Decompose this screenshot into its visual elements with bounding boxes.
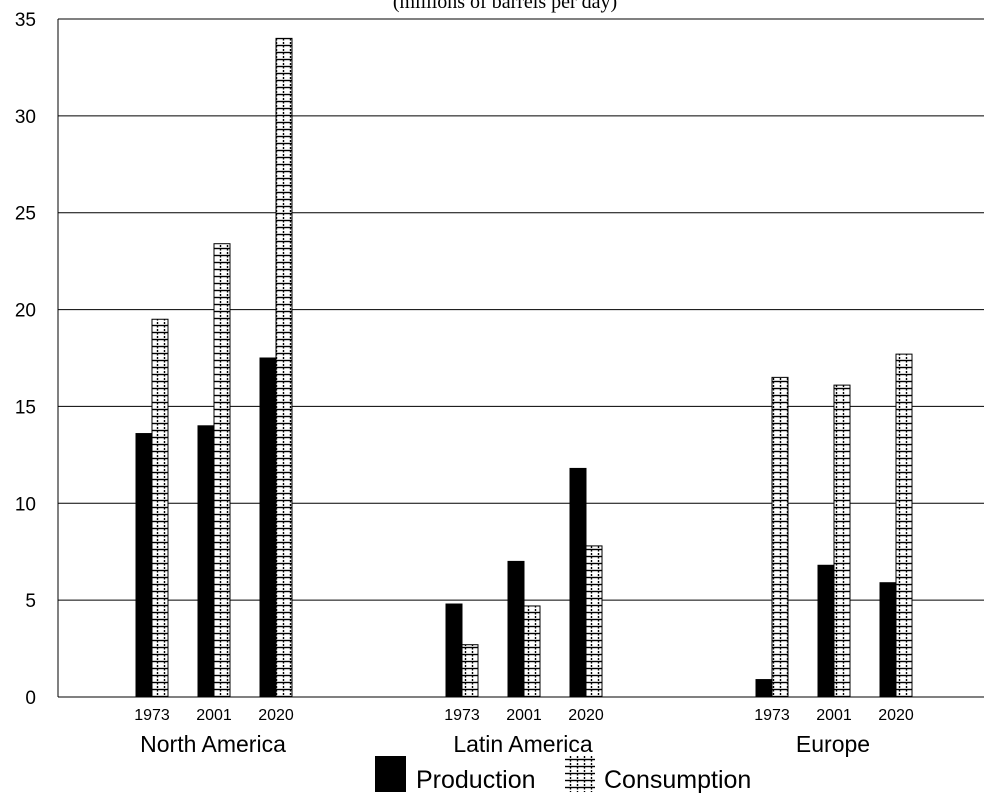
legend-label-consumption: Consumption <box>604 766 751 794</box>
bar-production-latin-america-2020 <box>569 467 587 698</box>
bar-consumption-latin-america-1973 <box>461 644 479 698</box>
y-tick-label: 30 <box>15 107 36 128</box>
bar-production-north-america-1973 <box>135 433 153 698</box>
bar-consumption-north-america-1973 <box>151 318 169 698</box>
year-tick-label: 2001 <box>506 707 542 724</box>
bar-consumption-north-america-2001 <box>213 243 231 698</box>
legend-label-production: Production <box>416 766 536 794</box>
bar-production-north-america-2020 <box>259 357 277 698</box>
bar-production-north-america-2001 <box>197 425 215 698</box>
bar-production-europe-2001 <box>817 564 835 698</box>
legend-swatch-consumption <box>565 756 595 792</box>
year-labels: 1973 2001 2020 1973 2001 2020 1973 2001 2020 <box>134 707 914 724</box>
year-tick-label: 1973 <box>444 707 480 724</box>
group-label: Europe <box>796 731 870 757</box>
bars <box>135 37 913 698</box>
group-labels: North America Latin America Europe <box>140 731 870 757</box>
legend: Production Consumption <box>375 756 751 794</box>
year-tick-label: 2020 <box>258 707 294 724</box>
bar-production-latin-america-2001 <box>507 560 525 698</box>
y-tick-label: 0 <box>25 688 36 709</box>
y-tick-label: 20 <box>15 301 36 322</box>
bar-consumption-europe-2001 <box>833 384 851 698</box>
y-tick-label: 25 <box>15 204 36 225</box>
y-tick-label: 35 <box>15 10 36 31</box>
legend-swatch-production <box>375 756 406 792</box>
year-tick-label: 1973 <box>134 707 170 724</box>
bar-consumption-north-america-2020 <box>275 37 293 698</box>
bar-production-europe-2020 <box>879 582 897 698</box>
bar-production-latin-america-1973 <box>445 603 463 698</box>
bar-consumption-latin-america-2020 <box>585 545 603 698</box>
year-tick-label: 2001 <box>196 707 232 724</box>
group-label: North America <box>140 731 286 757</box>
y-tick-label: 15 <box>15 397 36 418</box>
bar-consumption-europe-2020 <box>895 353 913 698</box>
year-tick-label: 1973 <box>754 707 790 724</box>
bar-production-europe-1973 <box>755 679 773 698</box>
y-tick-label: 10 <box>15 494 36 515</box>
group-label: Latin America <box>453 731 593 757</box>
year-tick-label: 2020 <box>878 707 914 724</box>
bar-consumption-europe-1973 <box>771 376 789 698</box>
year-tick-label: 2001 <box>816 707 852 724</box>
y-tick-labels: 0 5 10 15 20 25 30 35 <box>15 10 36 709</box>
chart-subtitle: (millions of barrels per day) <box>393 0 617 13</box>
y-tick-label: 5 <box>25 591 36 612</box>
year-tick-label: 2020 <box>568 707 604 724</box>
bar-consumption-latin-america-2001 <box>523 605 541 698</box>
